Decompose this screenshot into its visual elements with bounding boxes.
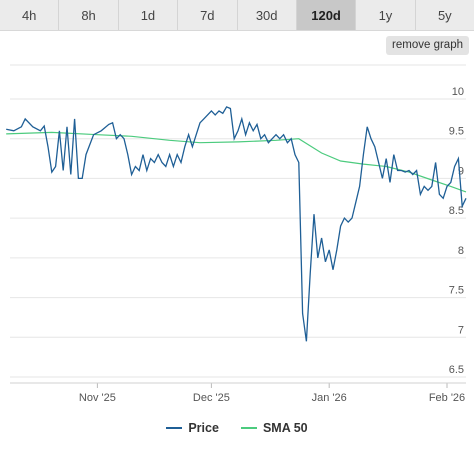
legend-label-sma: SMA 50 — [262, 421, 308, 435]
y-tick-label: 9 — [458, 165, 464, 177]
sma-swatch — [240, 427, 257, 429]
chart-legend: Price SMA 50 — [0, 421, 474, 435]
legend-label-price: Price — [188, 421, 219, 435]
tab-1y[interactable]: 1y — [356, 0, 416, 30]
timeframe-tabs: 4h 8h 1d 7d 30d 120d 1y 5y — [0, 0, 474, 31]
tab-120d[interactable]: 120d — [296, 0, 357, 30]
x-tick-label: Jan '26 — [312, 392, 347, 404]
y-tick-label: 7.5 — [449, 285, 464, 297]
tab-4h[interactable]: 4h — [0, 0, 60, 30]
price-line — [6, 106, 467, 342]
tab-30d[interactable]: 30d — [238, 0, 297, 30]
x-tick-label: Nov '25 — [79, 392, 116, 404]
legend-item-sma[interactable]: SMA 50 — [240, 421, 308, 435]
tab-5y[interactable]: 5y — [437, 7, 452, 23]
x-tick-label: Dec '25 — [193, 392, 230, 404]
y-tick-label: 7 — [458, 324, 464, 336]
y-tick-label: 6.5 — [449, 364, 464, 376]
tab-1d[interactable]: 1d — [119, 0, 179, 30]
tab-7d[interactable]: 7d — [178, 0, 238, 30]
y-tick-label: 8.5 — [449, 205, 464, 217]
x-axis-ticks: Nov '25 Dec '25 Jan '26 Feb '26 — [10, 382, 466, 404]
price-chart: 6.5 7 7.5 8 8.5 9 9.5 10 Nov '25 Dec '25 Jan '26 F… — [6, 64, 467, 404]
tab-8h[interactable]: 8h — [59, 0, 119, 30]
grid-lines — [10, 64, 466, 378]
price-swatch — [166, 427, 183, 429]
x-tick-label: Feb '26 — [429, 392, 465, 404]
remove-graph-button[interactable]: remove graph — [386, 36, 469, 55]
legend-item-price[interactable]: Price — [166, 421, 219, 435]
y-tick-label: 8 — [458, 245, 464, 257]
sma-50-line — [6, 131, 467, 193]
y-tick-label: 9.5 — [449, 126, 464, 138]
y-tick-label: 10 — [452, 86, 464, 98]
y-axis-ticks: 6.5 7 7.5 8 8.5 9 9.5 10 — [449, 86, 464, 376]
